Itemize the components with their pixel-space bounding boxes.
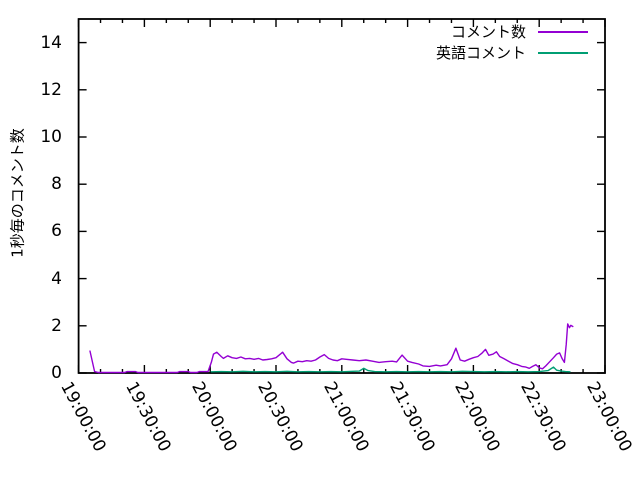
legend-label-comments: コメント数 xyxy=(450,23,526,41)
y-tick-label: 6 xyxy=(51,221,62,242)
legend-line-sample-comments xyxy=(538,30,588,33)
series-line-0 xyxy=(89,323,574,374)
legend-line-sample-english-comments xyxy=(538,51,588,54)
y-tick-label: 12 xyxy=(40,79,62,100)
series-line-1 xyxy=(210,366,571,373)
legend-label-english-comments: 英語コメント xyxy=(435,44,526,62)
legend-item-comments: コメント数 xyxy=(436,22,588,41)
y-tick-label: 14 xyxy=(40,32,62,53)
y-tick-label: 0 xyxy=(51,363,62,383)
y-tick-label: 4 xyxy=(51,268,62,289)
plot-border xyxy=(77,18,606,374)
legend: コメント数 英語コメント xyxy=(436,22,588,62)
y-tick-label: 8 xyxy=(51,174,62,195)
legend-item-english-comments: 英語コメント xyxy=(436,43,588,62)
y-tick-label: 10 xyxy=(40,127,62,147)
y-tick-label: 2 xyxy=(51,315,62,336)
